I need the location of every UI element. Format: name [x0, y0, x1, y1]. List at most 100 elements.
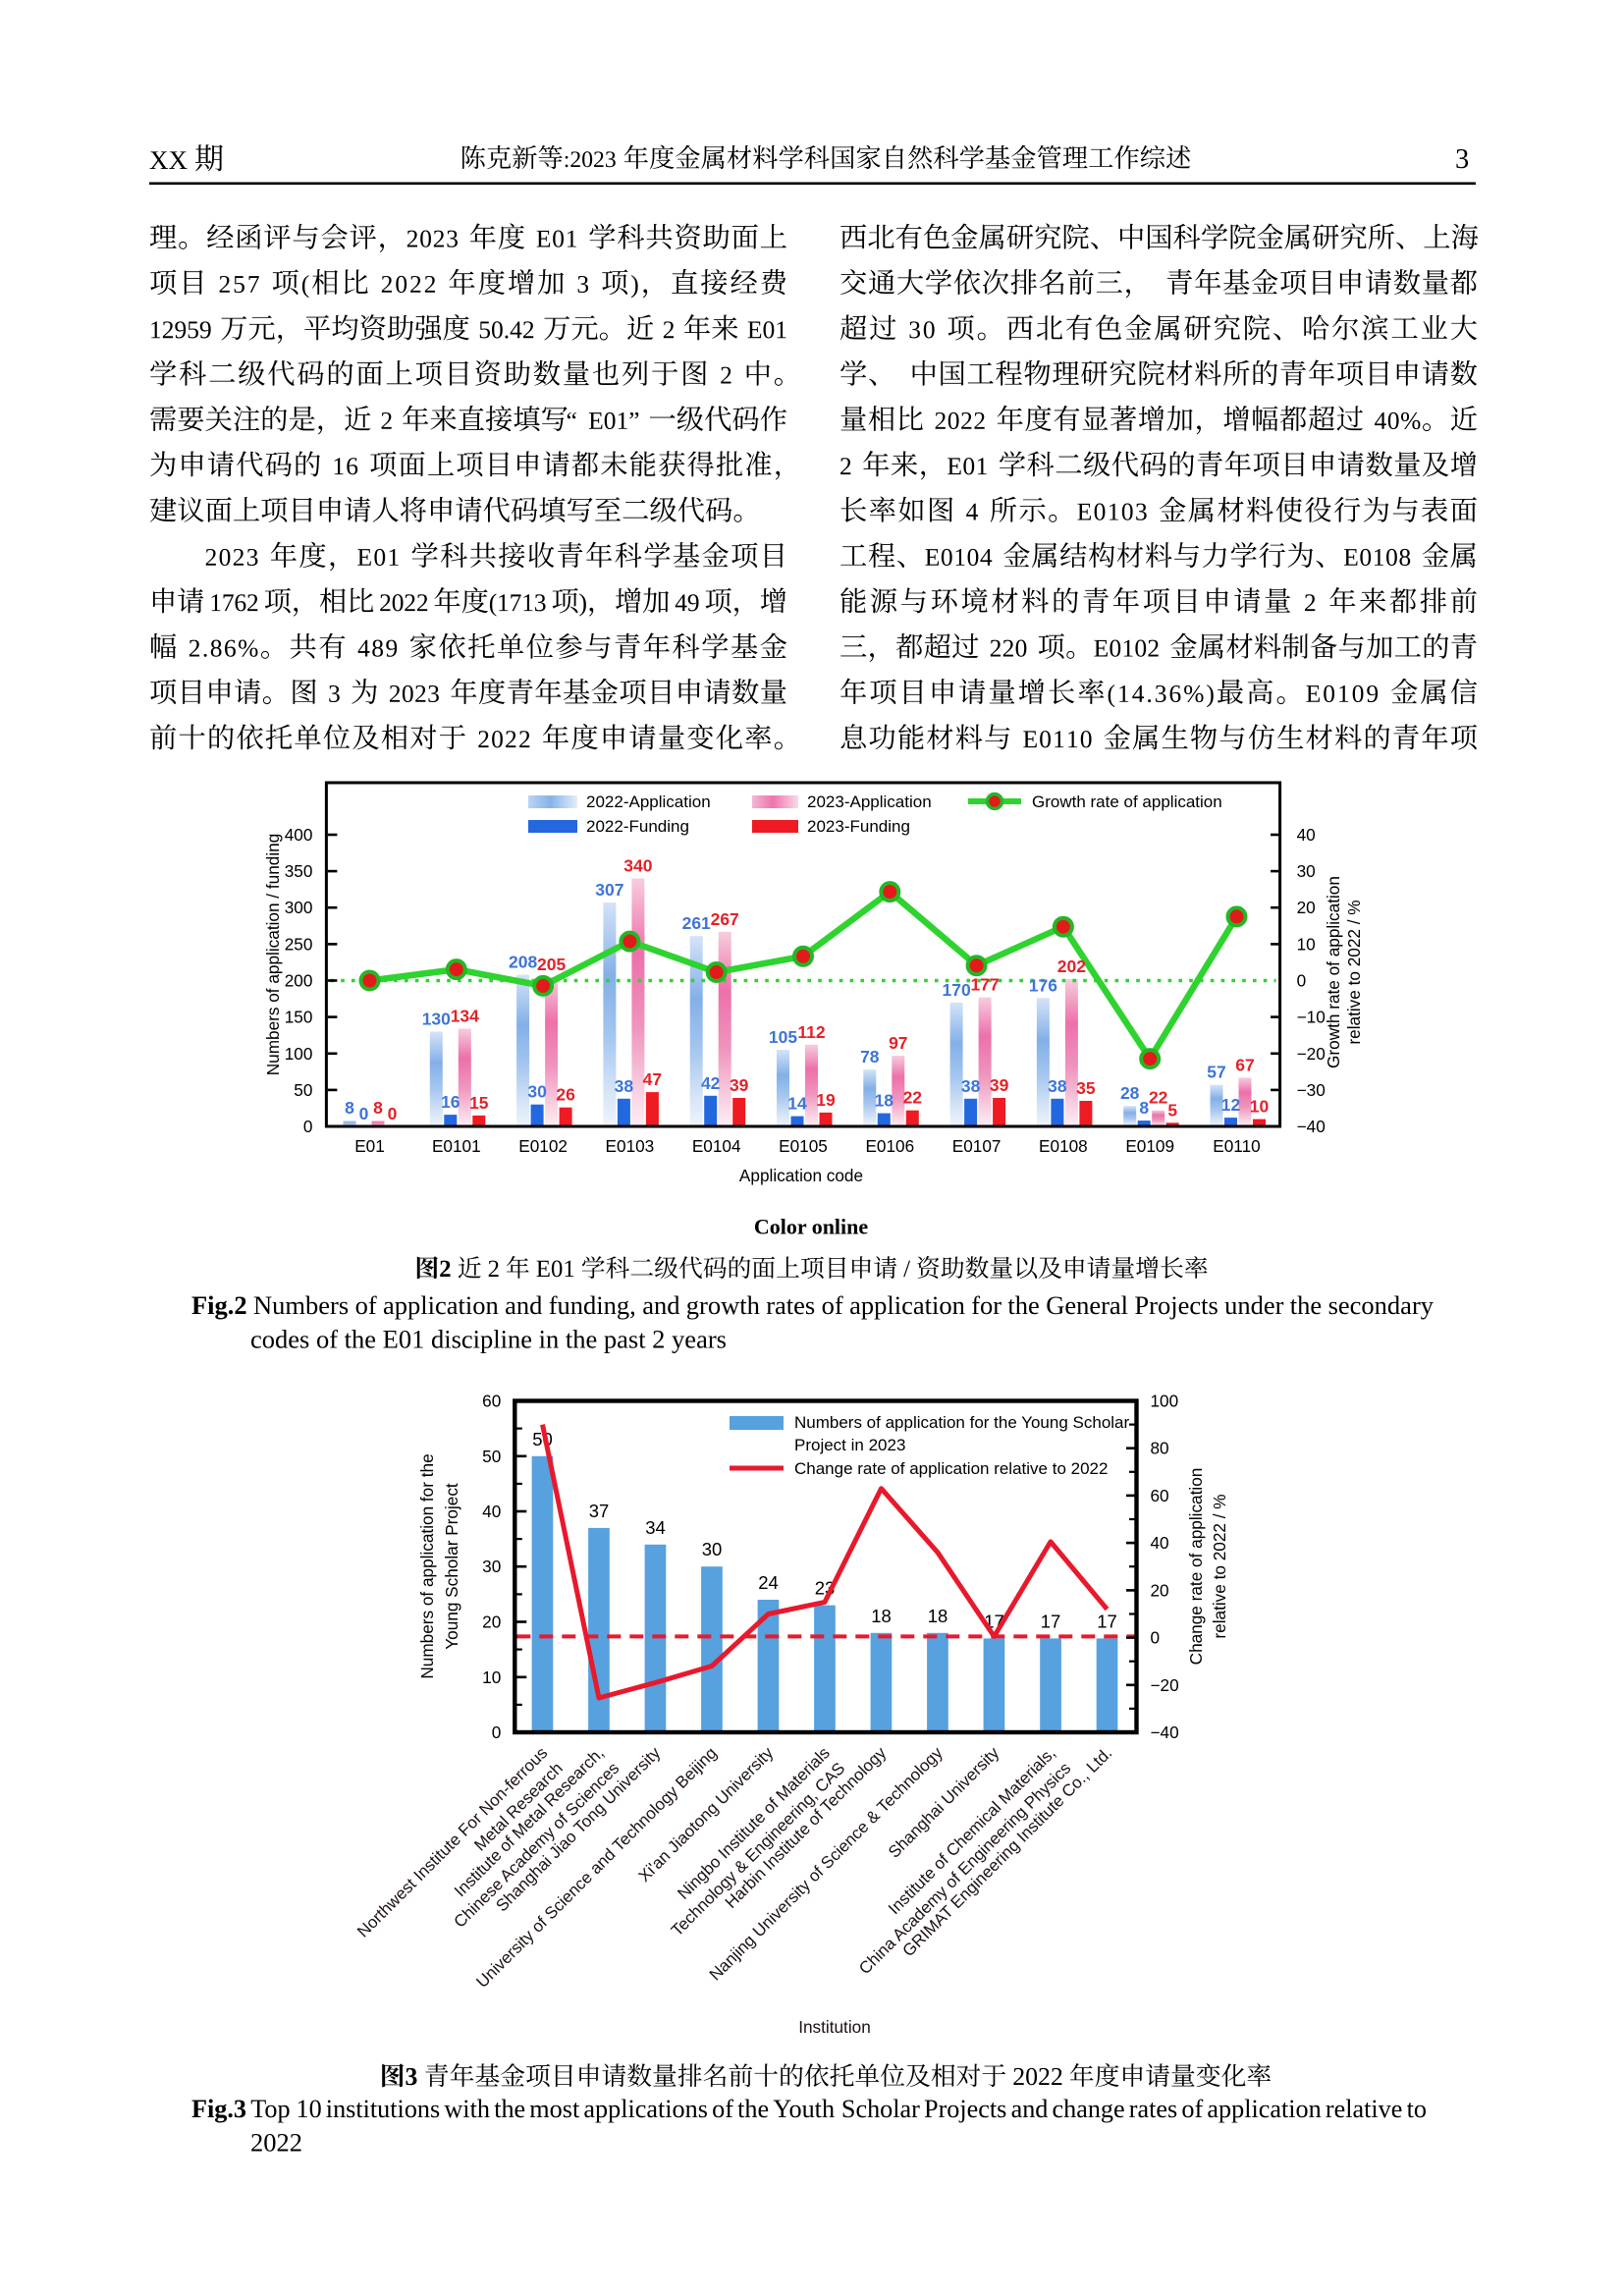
svg-text:Numbers of application for the: Numbers of application for the Young Sch…	[794, 1413, 1130, 1432]
svg-text:208: 208	[509, 953, 537, 972]
svg-text:202: 202	[1057, 957, 1086, 976]
svg-text:Institution: Institution	[798, 2017, 871, 2037]
svg-text:−40: −40	[1151, 1722, 1179, 1742]
svg-text:130: 130	[422, 1010, 451, 1029]
svg-text:E0109: E0109	[1125, 1136, 1174, 1156]
svg-text:Fig.3: Fig.3	[191, 2095, 246, 2123]
svg-text:12: 12	[1221, 1095, 1241, 1115]
svg-text:Change rate of application rel: Change rate of application relative to 2…	[794, 1459, 1108, 1478]
svg-text:22: 22	[903, 1088, 923, 1108]
svg-text:0: 0	[1151, 1628, 1161, 1648]
svg-text:50: 50	[482, 1447, 501, 1466]
svg-text:38: 38	[1048, 1076, 1067, 1096]
svg-text:34: 34	[645, 1517, 666, 1538]
svg-text:relative: relative	[1326, 2095, 1403, 2123]
svg-text:20: 20	[482, 1613, 501, 1632]
svg-text:10: 10	[482, 1667, 501, 1687]
svg-text:application: application	[383, 1290, 499, 1320]
svg-text:E0107: E0107	[952, 1136, 1001, 1156]
svg-text:20: 20	[1151, 1580, 1169, 1600]
svg-text:200: 200	[285, 971, 313, 991]
svg-text:and: and	[1011, 2095, 1049, 2123]
svg-text:the: the	[1290, 1290, 1322, 1320]
svg-text:267: 267	[711, 909, 739, 929]
svg-text:Technology & Engineering, CAS: Technology & Engineering, CAS	[668, 1759, 849, 1941]
svg-text:Numbers: Numbers	[253, 1290, 349, 1320]
svg-text:E0104: E0104	[692, 1136, 741, 1156]
svg-text:17: 17	[1041, 1611, 1061, 1631]
svg-text:176: 176	[1029, 975, 1057, 995]
svg-text:80: 80	[1151, 1439, 1169, 1458]
svg-text:Numbers of application / fundi: Numbers of application / funding	[263, 834, 283, 1076]
svg-text:30: 30	[702, 1539, 723, 1559]
svg-text:change: change	[1053, 2095, 1125, 2123]
svg-text:funding,: funding,	[549, 1290, 636, 1320]
svg-text:−20: −20	[1297, 1044, 1326, 1064]
svg-text:8: 8	[345, 1098, 354, 1118]
svg-text:0: 0	[1297, 971, 1307, 991]
svg-text:30: 30	[1297, 861, 1316, 881]
svg-text:350: 350	[285, 861, 313, 881]
svg-text:of: of	[355, 1290, 377, 1320]
svg-text:rates: rates	[1129, 2095, 1177, 2123]
svg-text:14: 14	[787, 1094, 807, 1114]
svg-text:secondary: secondary	[1328, 1290, 1435, 1320]
svg-text:Application code: Application code	[739, 1166, 863, 1185]
svg-text:−40: −40	[1297, 1117, 1326, 1136]
svg-text:the: the	[737, 2095, 769, 2123]
svg-text:15: 15	[469, 1093, 489, 1113]
svg-text:2022: 2022	[250, 2128, 302, 2158]
svg-text:28: 28	[1120, 1083, 1140, 1103]
svg-text:2022-Funding: 2022-Funding	[586, 817, 689, 836]
svg-text:261: 261	[682, 913, 711, 933]
svg-text:30: 30	[482, 1557, 501, 1576]
svg-text:application: application	[1207, 2095, 1321, 2123]
svg-text:19: 19	[816, 1090, 836, 1110]
svg-text:most: most	[529, 2095, 580, 2123]
svg-text:38: 38	[961, 1076, 981, 1096]
svg-text:0: 0	[303, 1117, 313, 1136]
svg-text:60: 60	[1151, 1486, 1169, 1505]
svg-text:Scholar: Scholar	[841, 2095, 920, 2123]
svg-text:for: for	[971, 1290, 1001, 1320]
svg-text:of: of	[712, 2095, 733, 2123]
svg-text:10: 10	[1297, 934, 1316, 954]
svg-text:applications: applications	[583, 2095, 708, 2123]
svg-text:institutions: institutions	[326, 2095, 440, 2123]
svg-text:0: 0	[492, 1722, 502, 1742]
svg-text:2023-Funding: 2023-Funding	[807, 817, 910, 836]
svg-text:the: the	[494, 2095, 525, 2123]
svg-text:112: 112	[797, 1022, 825, 1042]
svg-text:38: 38	[615, 1076, 634, 1096]
svg-text:97: 97	[889, 1033, 907, 1053]
svg-text:relative to 2022 / %: relative to 2022 / %	[1344, 900, 1364, 1044]
svg-text:E0105: E0105	[779, 1136, 828, 1156]
svg-text:E0110: E0110	[1213, 1136, 1260, 1156]
svg-text:relative to 2022 / %: relative to 2022 / %	[1210, 1494, 1229, 1638]
svg-text:Change rate of application: Change rate of application	[1186, 1468, 1206, 1666]
svg-text:3: 3	[1455, 144, 1469, 175]
svg-text:50: 50	[294, 1080, 312, 1100]
svg-text:100: 100	[285, 1044, 313, 1064]
svg-text:and: and	[642, 1290, 679, 1320]
svg-text:24: 24	[758, 1572, 779, 1593]
svg-text:67: 67	[1235, 1055, 1254, 1074]
svg-text:8: 8	[373, 1098, 383, 1118]
svg-text:170: 170	[942, 980, 970, 1000]
svg-text:application: application	[849, 1290, 965, 1320]
svg-text:26: 26	[556, 1085, 575, 1105]
svg-text:to: to	[1407, 2095, 1427, 2123]
svg-text:Growth rate of application: Growth rate of application	[1324, 876, 1343, 1068]
svg-text:134: 134	[451, 1007, 479, 1026]
svg-text:E0103: E0103	[606, 1136, 655, 1156]
svg-text:Numbers of application for the: Numbers of application for the	[417, 1453, 437, 1678]
svg-text:22: 22	[1149, 1088, 1168, 1108]
svg-text:18: 18	[871, 1606, 892, 1626]
svg-text:35: 35	[1076, 1078, 1096, 1098]
svg-text:20: 20	[1297, 898, 1316, 917]
svg-text:250: 250	[285, 934, 313, 954]
svg-text:under: under	[1224, 1290, 1284, 1320]
svg-text:57: 57	[1207, 1063, 1225, 1082]
svg-text:Top: Top	[250, 2095, 290, 2123]
svg-text:E0101: E0101	[432, 1136, 481, 1156]
